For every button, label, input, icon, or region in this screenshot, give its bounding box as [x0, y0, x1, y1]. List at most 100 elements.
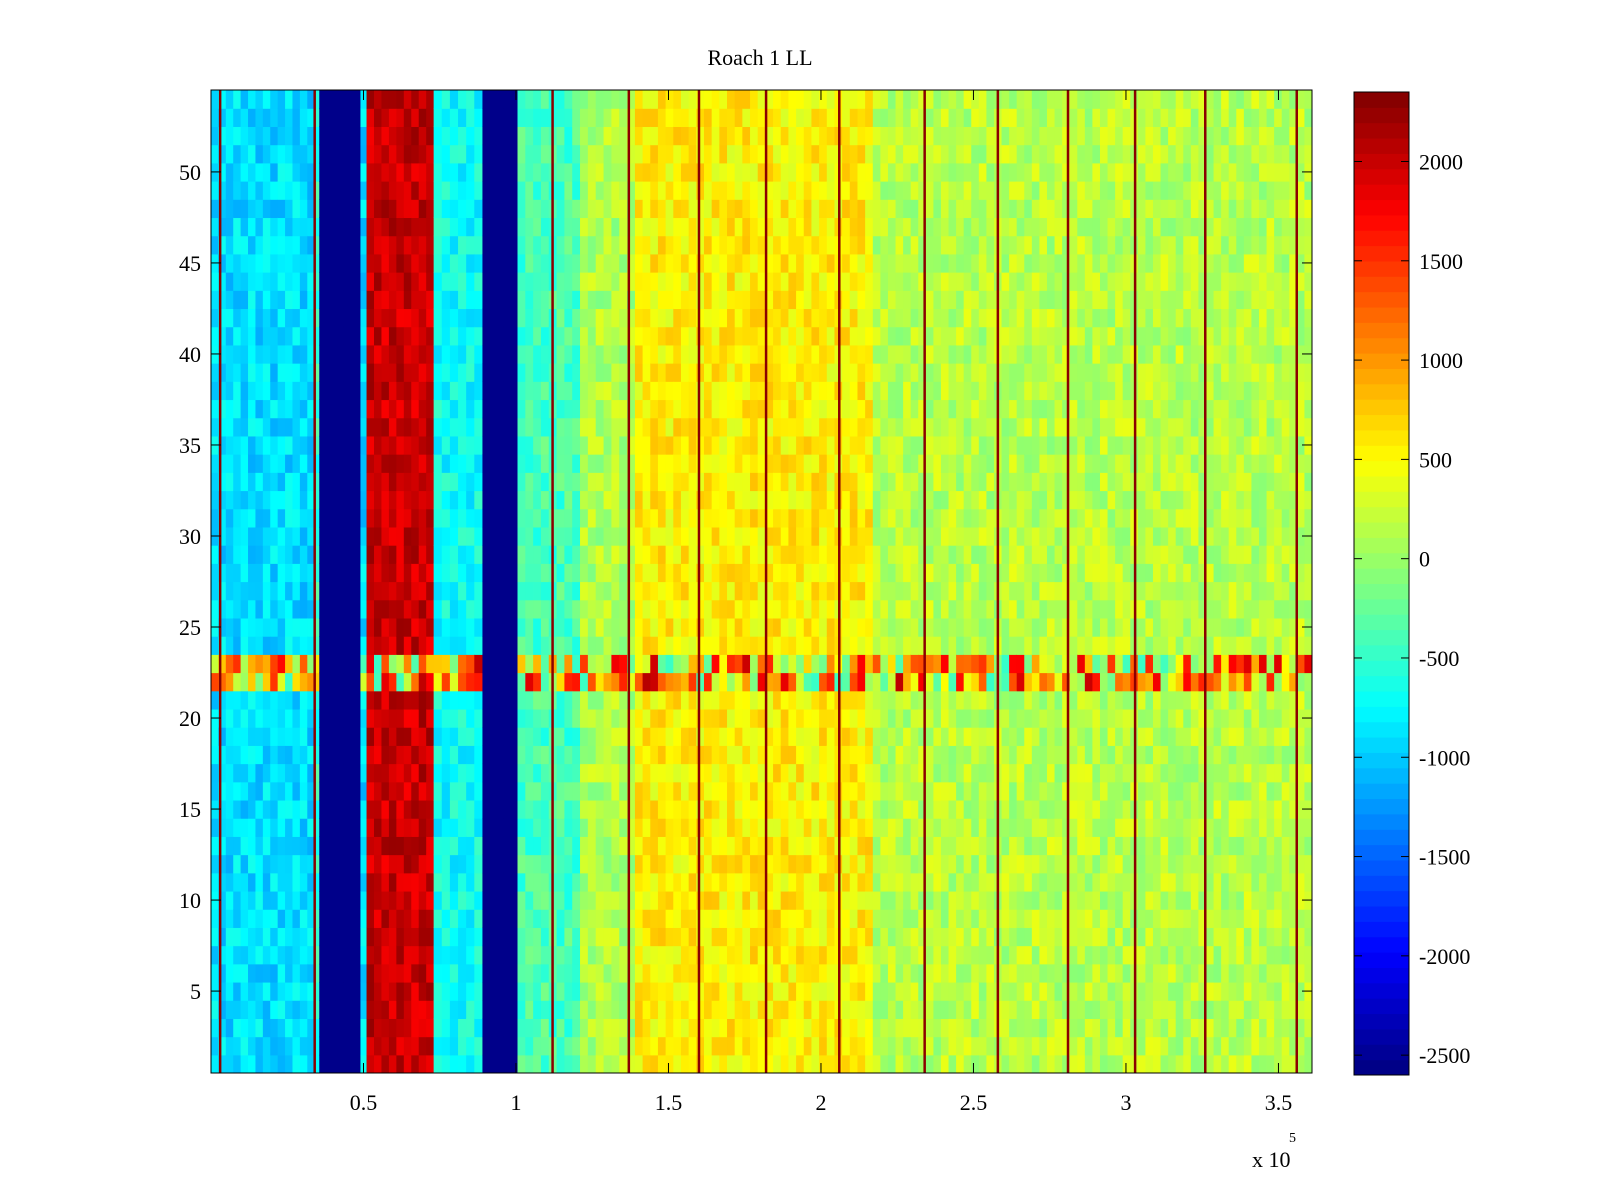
heatmap-cell — [872, 1000, 881, 1019]
heatmap-cell — [517, 654, 526, 674]
heatmap-cell — [277, 745, 286, 765]
heatmap-cell — [343, 981, 353, 1001]
heatmap-cell — [482, 144, 491, 164]
heatmap-cell — [665, 454, 674, 473]
heatmap-cell — [642, 1054, 651, 1073]
heatmap-cell — [572, 708, 581, 728]
heatmap-cell — [388, 472, 397, 492]
heatmap-cell — [540, 90, 550, 109]
heatmap-cell — [765, 1054, 774, 1073]
heatmap-cell — [426, 217, 435, 237]
heatmap-cell — [773, 363, 782, 382]
heatmap-cell — [910, 1036, 919, 1056]
heatmap-cell — [711, 508, 720, 528]
heatmap-cell — [872, 654, 881, 674]
heatmap-cell — [727, 599, 736, 619]
heatmap-cell — [734, 490, 743, 510]
heatmap-cell — [466, 90, 475, 109]
heatmap-cell — [895, 526, 904, 546]
heatmap-cell — [865, 963, 874, 983]
heatmap-cell — [533, 872, 542, 892]
heatmap-cell — [849, 181, 859, 200]
heatmap-cell — [525, 781, 534, 801]
heatmap-cell — [880, 1018, 889, 1038]
heatmap-cell — [665, 890, 674, 910]
heatmap-cell — [872, 1036, 881, 1056]
heatmap-cell — [314, 508, 320, 528]
heatmap-cell — [826, 745, 836, 765]
heatmap-cell — [277, 672, 286, 692]
heatmap-cell — [880, 617, 889, 637]
heatmap-cell — [580, 945, 589, 965]
heatmap-cell — [458, 490, 467, 510]
heatmap-cell — [903, 235, 912, 255]
heatmap-cell — [696, 381, 705, 401]
heatmap-cell — [510, 963, 519, 983]
heatmap-cell — [627, 272, 636, 291]
heatmap-cell — [360, 363, 368, 382]
heatmap-cell — [703, 108, 713, 127]
heatmap-cell — [458, 617, 467, 637]
heatmap-cell — [650, 1054, 659, 1073]
heatmap-cell — [811, 526, 820, 546]
heatmap-cell — [517, 745, 526, 765]
heatmap-cell — [556, 1000, 566, 1019]
heatmap-cell — [248, 326, 257, 346]
heatmap-cell — [292, 890, 301, 910]
heatmap-cell — [292, 399, 301, 419]
heatmap-cell — [533, 235, 542, 255]
heatmap-cell — [211, 454, 220, 473]
heatmap-cell — [525, 253, 534, 273]
heatmap-cell — [780, 872, 789, 892]
heatmap-cell — [262, 399, 271, 419]
heatmap-cell — [734, 981, 743, 1001]
heatmap-cell — [580, 854, 589, 874]
heatmap-cell — [657, 253, 667, 273]
heatmap-cell — [225, 363, 234, 382]
heatmap-cell — [619, 399, 628, 419]
heatmap-cell — [255, 708, 264, 728]
heatmap-cell — [403, 763, 412, 783]
heatmap-cell — [388, 945, 397, 965]
heatmap-cell — [474, 854, 484, 874]
heatmap-cell — [335, 344, 345, 364]
heatmap-cell — [240, 745, 249, 765]
heatmap-cell — [343, 90, 353, 109]
heatmap-cell — [510, 818, 519, 837]
heatmap-cell — [865, 326, 874, 346]
heatmap-cell — [750, 781, 759, 801]
heatmap-cell — [381, 927, 390, 947]
heatmap-cell — [734, 381, 743, 401]
heatmap-cell — [374, 836, 383, 856]
heatmap-cell — [343, 108, 353, 127]
heatmap-cell — [327, 563, 337, 583]
heatmap-cell — [711, 490, 720, 510]
heatmap-cell — [418, 1036, 427, 1056]
heatmap-cell — [819, 727, 828, 746]
heatmap-cell — [307, 490, 316, 510]
heatmap-cell — [433, 435, 443, 455]
heatmap-cell — [603, 854, 612, 874]
heatmap-cell — [688, 199, 697, 219]
heatmap-cell — [556, 636, 566, 655]
heatmap-cell — [564, 490, 573, 510]
heatmap-cell — [788, 836, 797, 856]
heatmap-cell — [696, 526, 705, 546]
heatmap-cell — [634, 763, 644, 783]
heatmap-cell — [352, 326, 362, 346]
heatmap-cell — [292, 708, 301, 728]
heatmap-cell — [381, 836, 390, 856]
heatmap-cell — [872, 781, 881, 801]
heatmap-cell — [433, 963, 443, 983]
heatmap-cell — [517, 909, 526, 928]
heatmap-cell — [757, 344, 766, 364]
heatmap-cell — [496, 399, 505, 419]
heatmap-cell — [510, 617, 519, 637]
heatmap-cell — [688, 326, 697, 346]
heatmap-cell — [595, 963, 605, 983]
heatmap-cell — [466, 144, 475, 164]
heatmap-cell — [657, 417, 667, 437]
heatmap-cell — [299, 399, 308, 419]
heatmap-cell — [248, 417, 257, 437]
heatmap-cell — [466, 563, 475, 583]
